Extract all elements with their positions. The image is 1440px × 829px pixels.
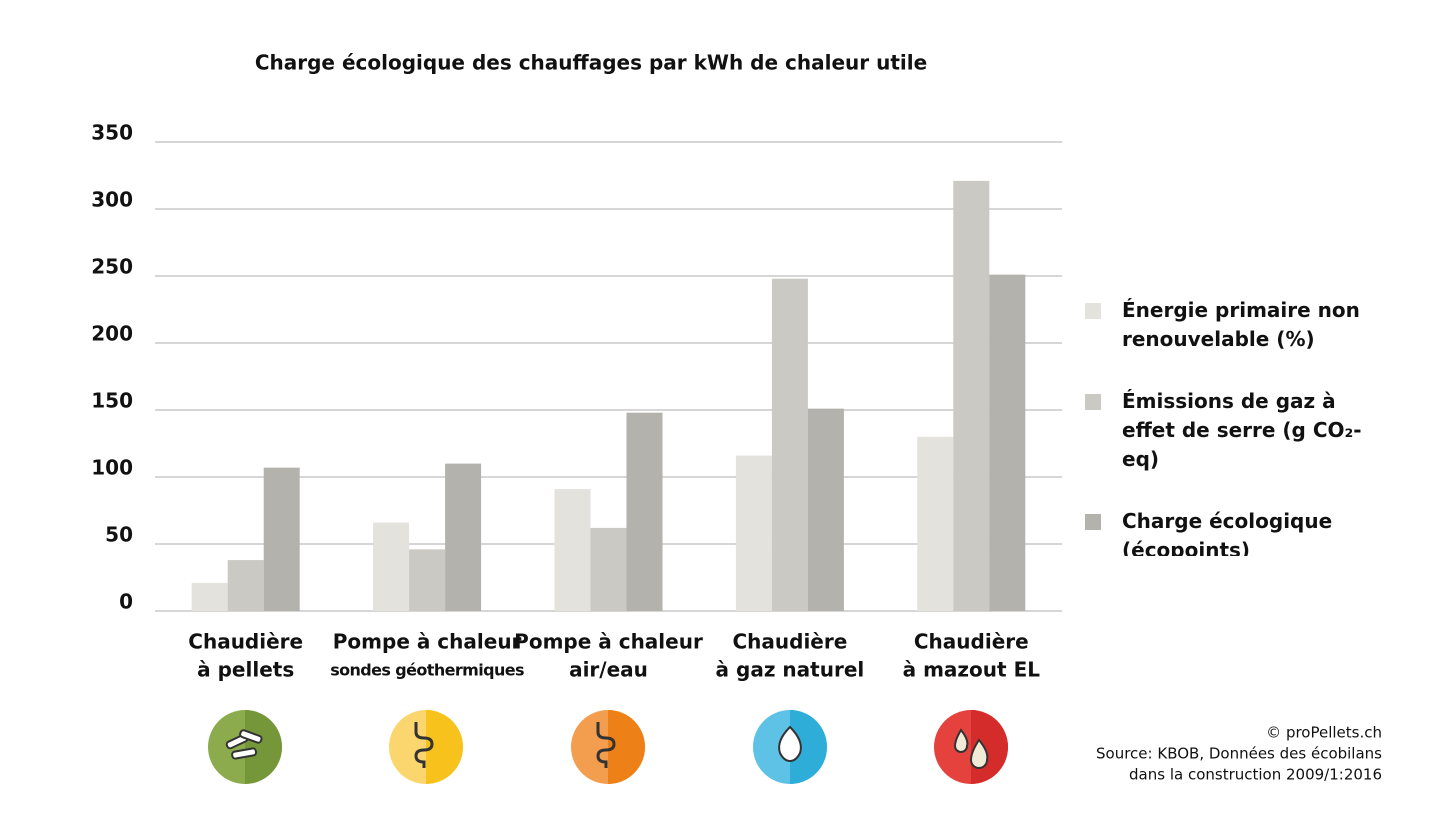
legend-box: Énergie primaire non renouvelable (%) Émi… <box>1080 296 1400 556</box>
y-tick-label: 250 <box>91 255 133 279</box>
y-tick-label: 0 <box>119 590 133 614</box>
icon-half <box>245 710 282 784</box>
legend-item: Émissions de gaz à effet de serre (g CO₂… <box>1080 387 1400 474</box>
icon-glyph <box>953 728 989 769</box>
bar <box>735 455 772 611</box>
bar <box>989 274 1026 611</box>
y-tick-label: 300 <box>91 188 133 212</box>
legend-swatch <box>1085 394 1101 410</box>
legend: Énergie primaire non renouvelable (%) Émi… <box>1080 296 1400 556</box>
legend-swatch <box>1085 303 1101 319</box>
bar <box>263 467 300 611</box>
bar <box>409 549 446 611</box>
y-tick-label: 100 <box>91 456 133 480</box>
x-tick-label: à pellets <box>197 658 294 682</box>
legend-label: Charge écologique (écopoints) <box>1122 509 1333 556</box>
bar <box>227 560 264 611</box>
y-tick-label: 150 <box>91 389 133 413</box>
legend-label: Émissions de gaz à effet de serre (g CO₂… <box>1122 389 1362 471</box>
source-note: dans la construction 2009/1:2016 <box>1129 766 1382 784</box>
icon-half <box>608 710 645 784</box>
bar <box>626 412 663 611</box>
icons <box>208 710 1008 784</box>
source-note: Source: KBOB, Données des écobilans <box>1096 745 1382 763</box>
x-tick-label: Chaudière <box>914 630 1029 654</box>
bar <box>554 489 591 611</box>
chart-title: Charge écologique des chauffages par kWh… <box>255 51 927 75</box>
x-tick-label: à mazout EL <box>903 658 1041 682</box>
legend-item: Énergie primaire non renouvelable (%) <box>1080 296 1400 354</box>
x-tick-label: Chaudière <box>188 630 303 654</box>
x-tick-label: à gaz naturel <box>716 658 865 682</box>
y-tick-label: 200 <box>91 322 133 346</box>
bar <box>807 408 844 611</box>
y-tick-label: 350 <box>91 121 133 145</box>
bar <box>445 463 482 611</box>
x-tick-label: Pompe à chaleur <box>514 630 703 654</box>
icon-glyph <box>596 722 616 768</box>
x-tick-label: Pompe à chaleur <box>333 630 522 654</box>
legend-swatch <box>1085 514 1101 530</box>
icon-glyph <box>778 725 802 763</box>
icon-half <box>426 710 463 784</box>
legend-item: Charge écologique (écopoints) <box>1080 507 1400 556</box>
bar <box>590 527 627 611</box>
bar <box>953 180 990 612</box>
x-tick-label: air/eau <box>569 658 648 682</box>
x-tick-label: Chaudière <box>732 630 847 654</box>
icon-glyph <box>225 729 263 760</box>
legend-label: Énergie primaire non renouvelable (%) <box>1122 298 1360 351</box>
x-tick-label: sondes géothermiques <box>330 661 524 680</box>
bar <box>771 278 808 611</box>
y-tick-label: 50 <box>105 523 133 547</box>
source-note: © proPellets.ch <box>1266 724 1382 742</box>
icon-half <box>790 710 827 784</box>
icon-glyph <box>414 722 434 768</box>
bar <box>373 522 410 611</box>
bar <box>191 582 228 611</box>
bar <box>917 436 954 611</box>
